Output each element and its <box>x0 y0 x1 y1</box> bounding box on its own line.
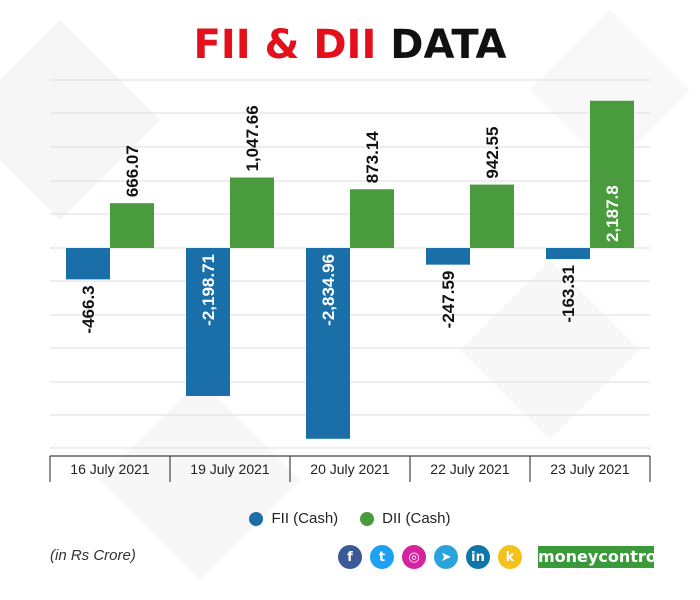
data-label-fii: -2,198.71 <box>199 254 218 326</box>
bar-fii <box>426 248 470 265</box>
data-label-dii: 1,047.66 <box>243 105 262 171</box>
facebook-icon[interactable]: f <box>338 545 362 569</box>
bar-dii <box>230 177 274 248</box>
brand-logo: moneycontrol <box>538 546 663 568</box>
bar-dii <box>470 184 514 248</box>
social-icons: f t ◎ ➤ in k <box>338 545 522 569</box>
x-tick-label: 23 July 2021 <box>550 461 630 477</box>
data-label-dii: 873.14 <box>363 131 382 184</box>
bar-fii <box>306 248 350 439</box>
x-tick-label: 19 July 2021 <box>190 461 270 477</box>
legend: FII (Cash) DII (Cash) <box>0 510 700 527</box>
bar-fii <box>66 248 110 280</box>
x-tick-label: 20 July 2021 <box>310 461 390 477</box>
instagram-icon[interactable]: ◎ <box>402 545 426 569</box>
legend-label-dii: DII (Cash) <box>382 510 451 527</box>
legend-item-fii: FII (Cash) <box>249 510 338 527</box>
twitter-icon[interactable]: t <box>370 545 394 569</box>
data-label-fii: -466.3 <box>79 285 98 333</box>
data-label-fii: -163.31 <box>559 265 578 323</box>
koo-icon[interactable]: k <box>498 545 522 569</box>
unit-note: (in Rs Crore) <box>50 547 136 564</box>
linkedin-icon[interactable]: in <box>466 545 490 569</box>
data-label-dii: 942.55 <box>483 127 502 179</box>
data-label-dii: 666.07 <box>123 145 142 197</box>
legend-label-fii: FII (Cash) <box>271 510 339 527</box>
legend-swatch-fii <box>249 511 264 526</box>
legend-swatch-dii <box>360 511 375 526</box>
data-label-fii: -247.59 <box>439 271 458 329</box>
title-black-part: DATA <box>390 22 507 68</box>
bar-fii <box>546 248 590 259</box>
bar-dii <box>110 203 154 248</box>
bar-dii <box>590 100 634 248</box>
bar-dii <box>350 189 394 248</box>
x-tick-label: 16 July 2021 <box>70 461 150 477</box>
legend-item-dii: DII (Cash) <box>360 510 451 527</box>
data-label-dii: 2,187.8 <box>603 185 622 242</box>
chart-title: FII & DII DATA <box>0 22 700 68</box>
data-label-fii: -2,834.96 <box>319 254 338 326</box>
title-red-part: FII & DII <box>193 22 377 68</box>
bar-fii <box>186 248 230 396</box>
x-tick-label: 22 July 2021 <box>430 461 510 477</box>
telegram-icon[interactable]: ➤ <box>434 545 458 569</box>
